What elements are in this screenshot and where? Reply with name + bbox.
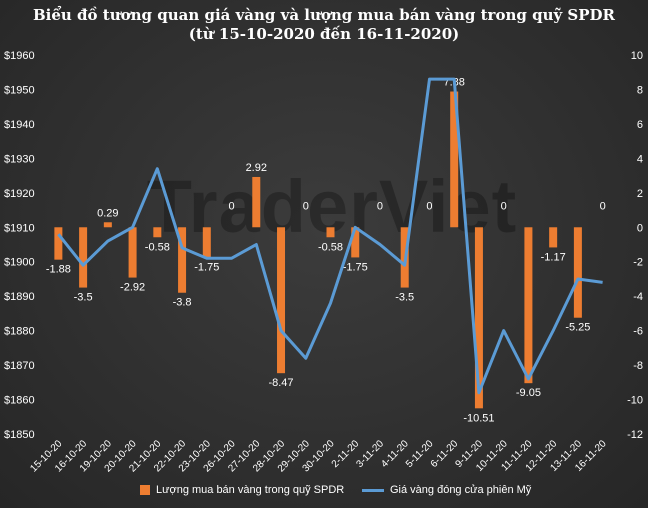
bar-data-label: 0 bbox=[303, 200, 309, 212]
bar-data-label: -10.51 bbox=[463, 412, 494, 424]
bar-data-label: 0 bbox=[600, 200, 606, 212]
legend-bar-swatch bbox=[140, 485, 150, 495]
legend-bar-label: Lượng mua bán vàng trong quỹ SPDR bbox=[156, 484, 345, 496]
bar-data-label: -2.92 bbox=[120, 282, 145, 294]
right-tick-label: 0 bbox=[637, 222, 643, 234]
bar-data-label: 0 bbox=[377, 200, 383, 212]
right-tick-label: -8 bbox=[633, 360, 643, 372]
right-tick-label: -4 bbox=[633, 291, 643, 303]
bar bbox=[450, 91, 459, 228]
left-tick-label: $1860 bbox=[4, 395, 35, 407]
right-tick-label: 2 bbox=[637, 188, 643, 200]
bar-data-label: -0.58 bbox=[318, 241, 343, 253]
bar bbox=[474, 227, 483, 409]
left-tick-label: $1870 bbox=[4, 360, 35, 372]
bar-data-label: -9.05 bbox=[516, 387, 541, 399]
bar bbox=[128, 227, 137, 278]
bar bbox=[351, 227, 360, 258]
chart-subtitle: (từ 15-10-2020 đến 16-11-2020) bbox=[188, 25, 460, 43]
legend-item-bar: Lượng mua bán vàng trong quỹ SPDR bbox=[140, 484, 344, 496]
right-tick-label: 4 bbox=[637, 153, 643, 165]
right-tick-label: -6 bbox=[633, 326, 643, 338]
bar-data-label: -1.75 bbox=[343, 261, 368, 273]
right-tick-label: -12 bbox=[627, 429, 643, 441]
bar bbox=[153, 227, 162, 238]
left-tick-label: $1850 bbox=[4, 429, 35, 441]
bar-data-labels: -1.88 -3.5 0.29 -2.92 -0.58 -3.8 -1.75 0 2.92 -8.… bbox=[46, 77, 606, 425]
bar-data-label: -1.88 bbox=[46, 264, 71, 276]
bar-data-label: 0.29 bbox=[97, 207, 118, 219]
bar-data-label: -3.5 bbox=[395, 292, 414, 304]
bar bbox=[573, 227, 582, 318]
left-tick-label: $1950 bbox=[4, 84, 35, 96]
bar bbox=[326, 227, 335, 238]
price-line bbox=[57, 77, 603, 395]
left-tick-label: $1910 bbox=[4, 222, 35, 234]
right-tick-label: 10 bbox=[631, 50, 643, 62]
bar-data-label: 2.92 bbox=[246, 162, 267, 174]
x-axis: 15-10-2016-10-2019-10-2020-10-2021-10-20… bbox=[28, 438, 609, 474]
left-tick-label: $1900 bbox=[4, 257, 35, 269]
legend-line-label: Giá vàng đóng cửa phiên Mỹ bbox=[390, 484, 532, 496]
bar bbox=[549, 227, 558, 248]
chart-title: Biểu đồ tương quan giá vàng và lượng mua… bbox=[33, 6, 615, 24]
right-tick-label: -2 bbox=[633, 257, 643, 269]
bar-data-label: -8.47 bbox=[268, 377, 293, 389]
bar-data-label: 0 bbox=[228, 200, 234, 212]
right-axis: 10 8 6 4 2 0 -2 -4 -6 -8 -10 -12 bbox=[627, 50, 643, 441]
bar bbox=[524, 227, 533, 384]
left-tick-label: $1940 bbox=[4, 119, 35, 131]
bar-data-label: -3.8 bbox=[173, 297, 192, 309]
left-axis: $1960 $1950 $1940 $1930 $1920 $1910 $1900 $1890… bbox=[4, 50, 35, 441]
bar-data-label: -0.58 bbox=[145, 241, 170, 253]
bar bbox=[54, 227, 63, 260]
right-tick-label: 8 bbox=[637, 84, 643, 96]
right-tick-label: -10 bbox=[627, 395, 643, 407]
bar bbox=[79, 227, 88, 288]
bar bbox=[178, 227, 187, 293]
bar-data-label: -1.17 bbox=[541, 251, 566, 263]
legend-line-swatch bbox=[362, 488, 384, 492]
bar bbox=[252, 176, 261, 228]
bar bbox=[202, 227, 211, 258]
left-tick-label: $1890 bbox=[4, 291, 35, 303]
bar-data-label: -3.5 bbox=[74, 292, 93, 304]
bar-data-label: -1.75 bbox=[194, 261, 219, 273]
bar-data-label: 0 bbox=[501, 200, 507, 212]
bar-data-label: 0 bbox=[426, 200, 432, 212]
left-tick-label: $1930 bbox=[4, 153, 35, 165]
legend-item-line: Giá vàng đóng cửa phiên Mỹ bbox=[362, 484, 531, 496]
bar bbox=[277, 227, 286, 374]
right-tick-label: 6 bbox=[637, 119, 643, 131]
left-tick-label: $1960 bbox=[4, 50, 35, 62]
left-tick-label: $1920 bbox=[4, 188, 35, 200]
bar bbox=[103, 222, 112, 228]
left-tick-label: $1880 bbox=[4, 326, 35, 338]
bar-data-label: -5.25 bbox=[565, 322, 590, 334]
